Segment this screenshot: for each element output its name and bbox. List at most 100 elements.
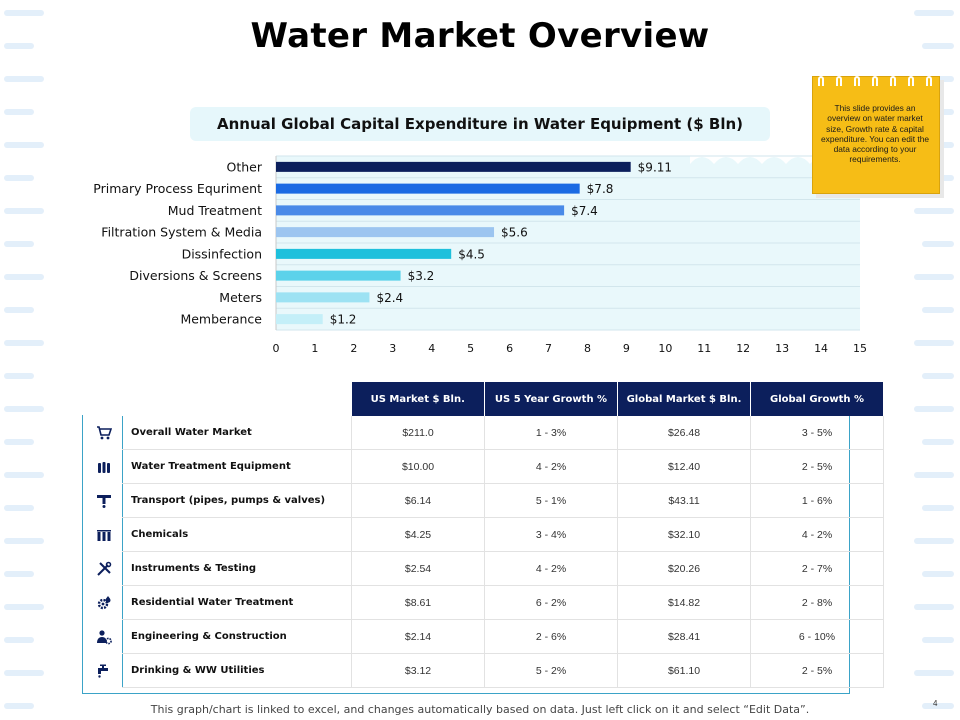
cell-us-market: $2.14 [351, 619, 485, 654]
bar [276, 183, 580, 194]
cell-us-market: $6.14 [351, 483, 485, 518]
cell-global-growth: 2 - 5% [750, 653, 884, 688]
gear-water-icon [86, 586, 123, 620]
bar [276, 270, 401, 281]
cell-global-growth: 3 - 5% [750, 416, 884, 450]
edge-dash [4, 604, 44, 610]
row-label: Chemicals [122, 517, 352, 552]
edge-dash [4, 241, 34, 247]
header-blank-icon [86, 382, 123, 416]
table-row: Instruments & Testing $2.54 4 - 2% $20.26 2 … [86, 551, 884, 586]
market-table: US Market $ Bln. US 5 Year Growth % Glob… [86, 382, 884, 688]
x-tick-label: 10 [658, 342, 672, 355]
cell-global-market: $26.48 [617, 416, 751, 450]
cell-us-market: $3.12 [351, 653, 485, 688]
row-label: Instruments & Testing [122, 551, 352, 586]
table-row: Engineering & Construction $2.14 2 - 6% $28… [86, 619, 884, 654]
table-row: Chemicals $4.25 3 - 4% $32.10 4 - 2% [86, 517, 884, 552]
x-tick-label: 4 [428, 342, 435, 355]
sticky-note-text: This slide provides an overview on water… [820, 103, 930, 165]
edge-dash [4, 703, 34, 709]
data-label: $4.5 [458, 247, 485, 261]
x-tick-label: 8 [584, 342, 591, 355]
table-row: Water Treatment Equipment $10.00 4 - 2% $12… [86, 449, 884, 484]
edge-dash [4, 307, 34, 313]
cell-global-growth: 2 - 7% [750, 551, 884, 586]
edge-dash [4, 340, 44, 346]
edge-dash [922, 307, 954, 313]
row-label: Residential Water Treatment [122, 585, 352, 620]
edge-dash [4, 10, 44, 16]
sticky-note-rings [818, 76, 932, 86]
cell-us-market: $4.25 [351, 517, 485, 552]
cell-global-market: $61.10 [617, 653, 751, 688]
bar [276, 314, 323, 325]
edge-dash [922, 439, 954, 445]
edge-dash [4, 538, 44, 544]
x-tick-label: 13 [775, 342, 789, 355]
faucet-icon [86, 654, 123, 688]
edge-dash [4, 109, 34, 115]
cell-us-market: $10.00 [351, 449, 485, 484]
edge-dash [4, 76, 44, 82]
edge-dash [914, 274, 954, 280]
sticky-note-body [812, 76, 940, 194]
edge-dash [922, 43, 954, 49]
edge-dash [922, 703, 954, 709]
table-row: Residential Water Treatment $8.61 6 - 2% $1… [86, 585, 884, 620]
chart-title: Annual Global Capital Expenditure in Wat… [190, 107, 770, 141]
data-label: $3.2 [408, 269, 435, 283]
edge-dash [4, 406, 44, 412]
edge-dash [4, 175, 34, 181]
bar [276, 161, 631, 172]
engineer-gear-icon [86, 620, 123, 654]
edge-dash [4, 571, 34, 577]
cell-global-market: $14.82 [617, 585, 751, 620]
edge-dash [914, 208, 954, 214]
x-tick-label: 5 [467, 342, 474, 355]
edge-dash [922, 637, 954, 643]
data-label: $2.4 [376, 291, 403, 305]
data-label: $1.2 [330, 313, 357, 327]
edge-dash [914, 604, 954, 610]
bar-chart: Other $9.11 Primary Process Equriment $7.8 M… [93, 154, 882, 355]
edge-dash [4, 670, 44, 676]
x-tick-label: 14 [814, 342, 828, 355]
bar [276, 292, 370, 303]
bar [276, 205, 565, 216]
header-blank-label [122, 382, 352, 416]
row-label: Overall Water Market [122, 416, 352, 450]
cell-global-market: $12.40 [617, 449, 751, 484]
category-label: Other [227, 159, 263, 174]
x-tick-label: 9 [623, 342, 630, 355]
category-label: Mud Treatment [168, 203, 262, 218]
x-tick-label: 11 [697, 342, 711, 355]
x-tick-label: 15 [853, 342, 867, 355]
x-tick-label: 3 [389, 342, 396, 355]
edge-dash [914, 10, 954, 16]
category-label: Primary Process Equriment [93, 181, 262, 196]
data-label: $9.11 [638, 160, 672, 174]
edge-dash [914, 472, 954, 478]
x-tick-label: 7 [545, 342, 552, 355]
sticky-note: This slide provides an overview on water… [812, 76, 940, 194]
header-us-market: US Market $ Bln. [351, 382, 485, 416]
bar [276, 227, 495, 238]
pipe-valve-icon [86, 484, 123, 518]
page-number: 4 [933, 699, 938, 708]
category-label: Memberance [180, 312, 262, 327]
cell-global-growth: 6 - 10% [750, 619, 884, 654]
edge-dash [914, 538, 954, 544]
table-row: Overall Water Market $211.0 1 - 3% $26.48 3 … [86, 416, 884, 450]
cell-global-market: $28.41 [617, 619, 751, 654]
chemical-bottles-icon [86, 518, 123, 552]
edge-dash [4, 208, 44, 214]
edge-dash [914, 670, 954, 676]
edge-dash [922, 241, 954, 247]
edge-dash [922, 505, 954, 511]
row-label: Transport (pipes, pumps & valves) [122, 483, 352, 518]
footnote: This graph/chart is linked to excel, and… [150, 703, 810, 716]
cell-global-growth: 2 - 8% [750, 585, 884, 620]
header-global-market: Global Market $ Bln. [617, 382, 751, 416]
x-tick-label: 12 [736, 342, 750, 355]
